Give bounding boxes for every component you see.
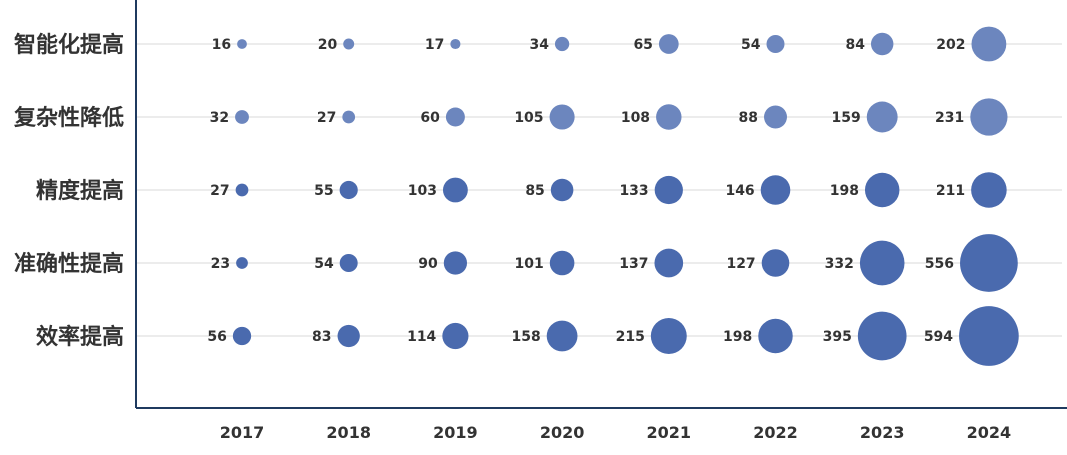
x-tick-label: 2021 (647, 423, 692, 442)
data-label: 556 (925, 256, 954, 272)
x-tick-label: 2023 (860, 423, 905, 442)
bubble (654, 248, 684, 278)
bubble (237, 39, 247, 49)
x-tick-label: 2024 (967, 423, 1012, 442)
data-label: 332 (825, 256, 854, 272)
bubble (549, 250, 575, 276)
bubble (337, 324, 360, 348)
row-label: 复杂性降低 (13, 105, 124, 131)
data-label: 56 (207, 329, 226, 345)
data-label: 114 (407, 329, 436, 345)
bubble (236, 257, 248, 269)
x-tick-label: 2022 (753, 423, 798, 442)
bubble (235, 183, 249, 197)
bubble (971, 26, 1007, 62)
bubble (971, 172, 1007, 208)
bubble (343, 38, 355, 50)
bubble (761, 249, 790, 277)
bubble (554, 36, 570, 52)
bubble (546, 320, 578, 352)
bubble (342, 110, 356, 124)
data-label: 83 (312, 329, 331, 345)
bubble (339, 254, 358, 272)
data-label: 101 (515, 256, 544, 272)
bubble (760, 175, 791, 205)
bubble (656, 104, 682, 130)
data-label: 127 (726, 256, 755, 272)
data-label: 202 (936, 37, 965, 53)
data-label: 108 (621, 110, 650, 126)
data-label: 17 (425, 37, 444, 53)
bubble (766, 35, 785, 53)
bubble (235, 110, 249, 124)
data-label: 20 (318, 37, 338, 53)
data-label: 231 (935, 110, 964, 126)
data-label: 146 (725, 183, 754, 199)
bubble (658, 34, 679, 54)
data-label: 88 (739, 110, 758, 126)
data-label: 65 (633, 37, 652, 53)
bubble (866, 101, 898, 133)
data-label: 23 (211, 256, 230, 272)
data-label: 60 (420, 110, 440, 126)
data-label: 158 (511, 329, 540, 345)
bubble (864, 172, 900, 208)
row-label: 准确性提高 (14, 251, 124, 277)
bubble (859, 240, 905, 286)
bubble (960, 234, 1018, 292)
data-label: 215 (616, 329, 645, 345)
data-label: 395 (823, 329, 852, 345)
data-label: 34 (529, 37, 549, 53)
bubble (970, 98, 1008, 136)
bubble (550, 178, 574, 202)
bubble (870, 32, 894, 56)
data-label: 198 (723, 329, 752, 345)
bubble (339, 180, 358, 200)
data-label: 159 (832, 110, 861, 126)
bubble (232, 326, 252, 346)
bubble (450, 38, 461, 50)
bubble (654, 175, 683, 205)
data-label: 27 (317, 110, 336, 126)
bubble (650, 318, 687, 354)
bubble (443, 251, 468, 275)
data-label: 133 (619, 183, 648, 199)
bubble (442, 177, 468, 203)
row-label: 智能化提高 (14, 32, 124, 58)
row-label: 精度提高 (36, 178, 124, 204)
data-label: 32 (210, 110, 229, 126)
gridlines (137, 43, 1062, 337)
data-label: 198 (830, 183, 859, 199)
bubble (445, 107, 465, 127)
data-label: 85 (525, 183, 544, 199)
data-label: 16 (212, 37, 231, 53)
data-label: 54 (741, 37, 761, 53)
bubble (857, 311, 907, 361)
bubble (549, 104, 575, 130)
data-label: 27 (210, 183, 229, 199)
data-label: 90 (418, 256, 438, 272)
x-tick-label: 2020 (540, 423, 585, 442)
x-tick-label: 2018 (326, 423, 371, 442)
data-label: 103 (408, 183, 437, 199)
data-label: 54 (314, 256, 334, 272)
data-label: 105 (514, 110, 543, 126)
year-labels: 2017 2018 2019 2020 2021 2022 2023 2024 (220, 423, 1011, 442)
x-tick-label: 2017 (220, 423, 265, 442)
data-label: 211 (936, 183, 965, 199)
x-tick-label: 2019 (433, 423, 478, 442)
data-label: 137 (619, 256, 648, 272)
bubble (764, 105, 787, 129)
data-label: 84 (845, 37, 865, 53)
data-label: 55 (314, 183, 333, 199)
data-label: 594 (924, 329, 953, 345)
row-label: 效率提高 (36, 324, 124, 350)
bubble (442, 322, 469, 350)
bubble (758, 318, 793, 354)
bubble (959, 306, 1019, 366)
bubbles (232, 26, 1019, 366)
